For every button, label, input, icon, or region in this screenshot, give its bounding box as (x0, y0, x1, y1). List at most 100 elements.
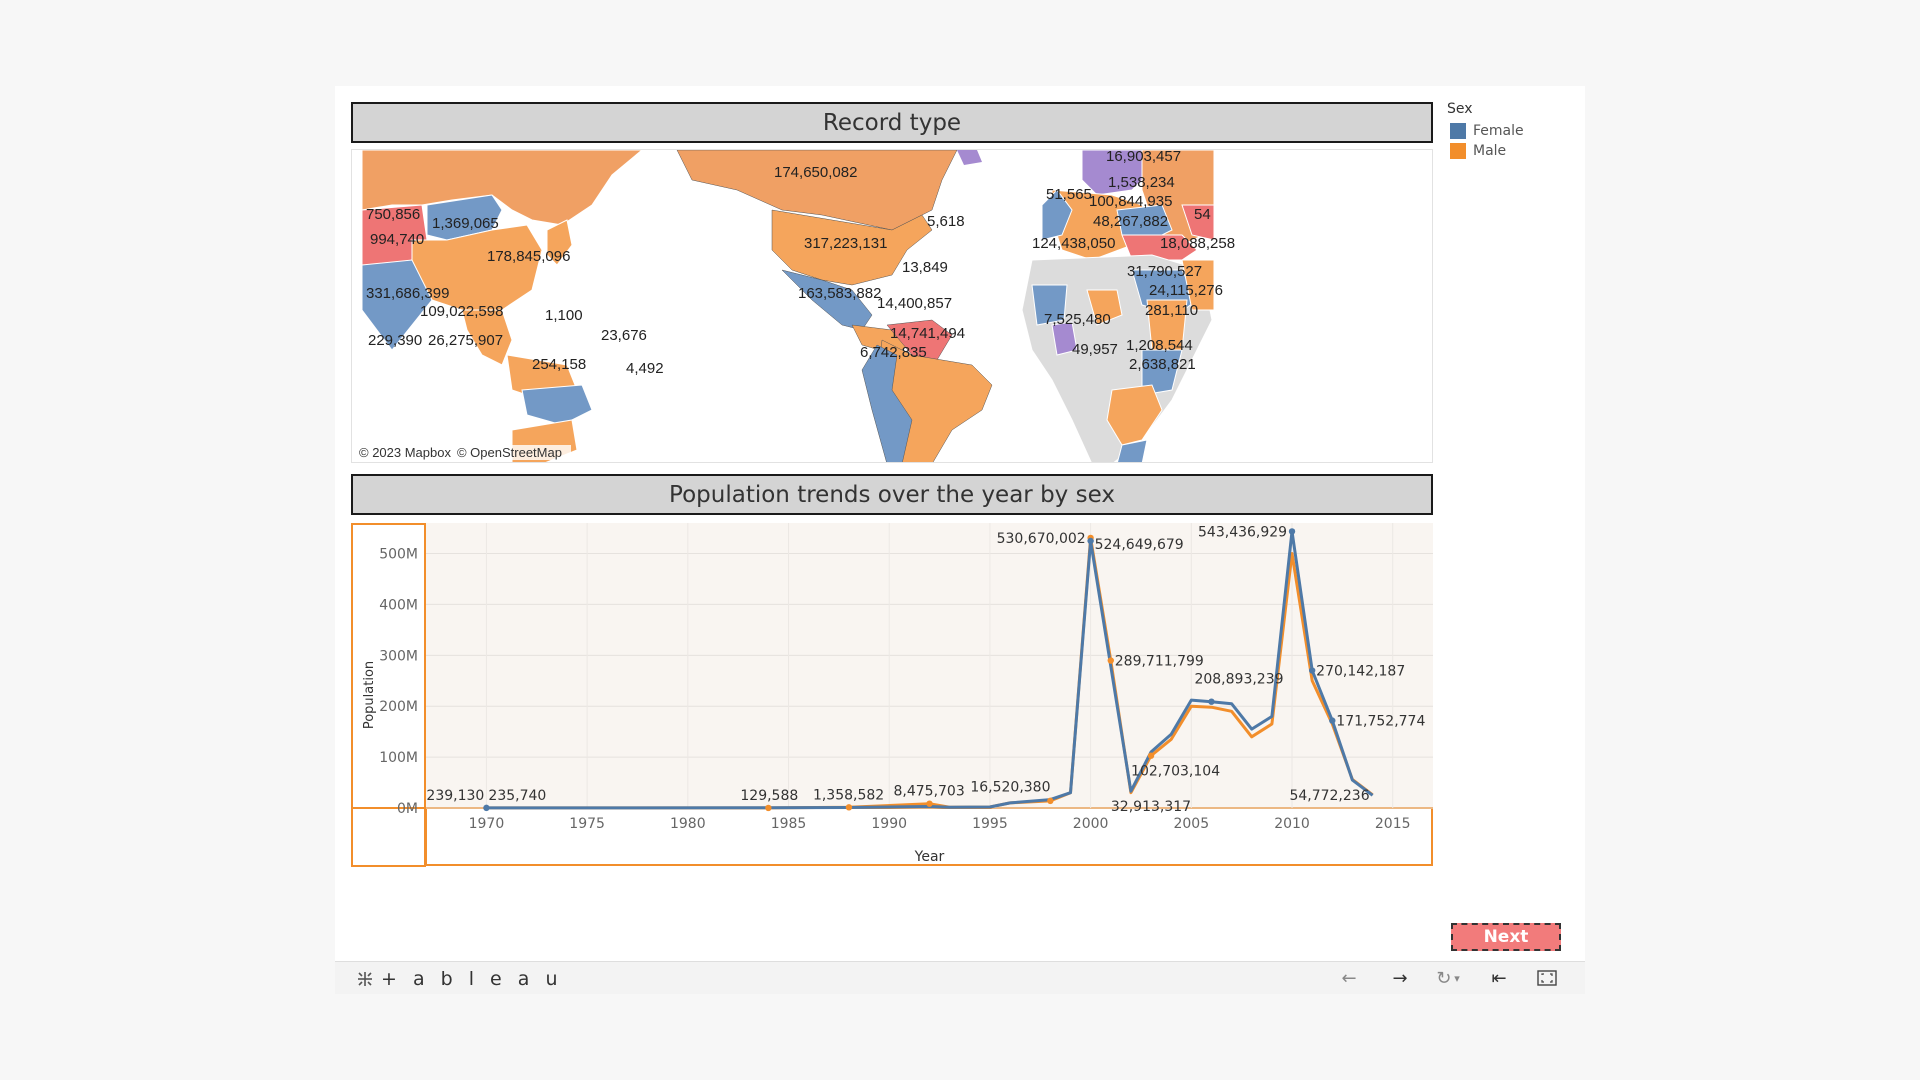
redo-icon[interactable]: → (1392, 967, 1408, 989)
x-tick-label: 1985 (771, 816, 807, 832)
tableau-brand: + a b l e a u (381, 968, 563, 990)
legend-label-male: Male (1473, 143, 1507, 159)
map-value-label: 31,790,527 (1127, 263, 1203, 280)
y-tick-label: 500M (379, 547, 418, 563)
data-point-female (1329, 717, 1336, 724)
data-label: 129,588 (740, 788, 798, 804)
data-label: 239,130 (426, 788, 484, 804)
tableau-toolbar: + a b l e a u ← → ↻ ▾ ⇤ (335, 961, 1585, 994)
map-shapes (352, 150, 1432, 463)
data-point-female (1087, 537, 1094, 545)
legend-label-female: Female (1473, 123, 1524, 139)
map-value-label: 7,525,480 (1044, 311, 1111, 328)
map-value-label: 1,538,234 (1108, 174, 1175, 191)
data-label: 16,520,380 (970, 780, 1050, 796)
mapbox-attribution[interactable]: © 2023 Mapbox (359, 445, 451, 460)
data-point-female (1288, 528, 1296, 535)
gulf-guinea-region[interactable] (1051, 321, 1078, 356)
south-africa-region[interactable] (1117, 439, 1148, 463)
map-value-label: 254,158 (532, 356, 587, 373)
scandinavia-region[interactable] (1081, 150, 1148, 196)
y-tick-label: 100M (379, 750, 418, 766)
map-attribution[interactable]: © 2023 Mapbox © OpenStreetMap (356, 445, 571, 460)
data-point-male (1107, 657, 1114, 664)
next-button[interactable]: Next (1451, 923, 1561, 951)
line-chart[interactable]: 0M 100M 200M 300M 400M 500M 1970 1975 1980 1985 19… (351, 523, 1433, 943)
map-value-label: 229,390 (368, 332, 423, 349)
map-value-label: 163,583,882 (798, 285, 882, 302)
venezuela-region[interactable] (886, 319, 953, 361)
arctic-region[interactable] (957, 150, 982, 165)
map-value-label: 174,650,082 (774, 164, 858, 181)
data-label: 208,893,239 (1194, 672, 1283, 688)
dashboard: Record type (335, 86, 1585, 993)
se-asia-region[interactable] (461, 309, 513, 366)
osm-attribution[interactable]: © OpenStreetMap (456, 445, 562, 460)
map-value-label: 51,565 (1046, 186, 1092, 203)
data-point-male (1147, 752, 1155, 759)
data-label: 524,649,679 (1095, 537, 1184, 553)
sex-legend: Sex Female Male (1447, 101, 1577, 163)
revert-icon[interactable]: ↻ ▾ (1436, 967, 1460, 989)
legend-item-male[interactable]: Male (1450, 143, 1577, 159)
central-africa-region[interactable] (1141, 349, 1183, 396)
north-africa-region[interactable] (1086, 289, 1123, 326)
x-tick-label: 1970 (469, 816, 505, 832)
western-europe-region[interactable] (1041, 189, 1073, 241)
map-value-label: 54 (1194, 206, 1211, 223)
legend-item-female[interactable]: Female (1450, 123, 1577, 139)
series-line-female (486, 529, 1374, 810)
map-value-label: 24,115,276 (1149, 282, 1223, 299)
fullscreen-frame (1537, 970, 1557, 986)
world-map[interactable]: 750,856 1,369,065 994,740 178,845,096 33… (351, 149, 1433, 463)
map-value-label: 109,022,598 (420, 303, 504, 320)
x-tick-label: 1975 (569, 816, 605, 832)
data-label: 54,772,236 (1289, 788, 1369, 804)
map-value-label: 1,208,544 (1126, 337, 1193, 354)
russia-region[interactable] (361, 150, 643, 226)
data-point-female (1208, 698, 1215, 705)
map-value-label: 26,275,907 (428, 332, 504, 349)
y-tick-label: 0M (397, 801, 418, 817)
data-label: 530,670,002 (997, 531, 1086, 547)
legend-title: Sex (1447, 101, 1473, 117)
x-tick-label: 2010 (1274, 816, 1310, 832)
x-tick-label: 1995 (972, 816, 1008, 832)
data-label: 8,475,703 (894, 784, 965, 800)
x-tick-label: 2015 (1375, 816, 1411, 832)
mexico-region[interactable] (781, 269, 873, 331)
x-tick-label: 1990 (871, 816, 907, 832)
arabia-region[interactable] (1181, 259, 1215, 311)
west-africa-region[interactable] (1031, 284, 1068, 326)
japan-region[interactable] (546, 219, 573, 266)
map-value-label: 100,844,935 (1089, 193, 1173, 210)
map-value-label: 5,618 (927, 213, 965, 230)
undo-icon[interactable]: ← (1341, 967, 1357, 989)
map-value-label: 331,686,399 (366, 285, 450, 302)
caucasus-region[interactable] (1181, 204, 1215, 241)
australia-north-region[interactable] (521, 384, 593, 426)
map-value-label: 281,110 (1145, 302, 1199, 319)
usa-region[interactable] (771, 209, 933, 286)
reset-icon[interactable]: ⇤ (1491, 967, 1507, 989)
fullscreen-icon[interactable] (1536, 967, 1558, 989)
india-region[interactable] (361, 259, 433, 351)
data-label: 171,752,774 (1336, 714, 1425, 730)
map-value-label: 2,638,821 (1129, 356, 1196, 373)
x-tick-label: 2005 (1173, 816, 1209, 832)
data-point-female (1308, 667, 1316, 674)
data-label: 32,913,317 (1111, 799, 1191, 815)
plot-area (426, 523, 1433, 808)
chevron-down-icon[interactable]: ▾ (1454, 971, 1460, 985)
tableau-logo[interactable]: + a b l e a u (355, 968, 563, 990)
andes-region[interactable] (861, 344, 913, 463)
map-value-label: 750,856 (366, 206, 421, 223)
data-point-male (926, 800, 933, 807)
map-value-label: 48,267,882 (1093, 213, 1169, 230)
y-tick-label: 400M (379, 597, 418, 613)
map-value-label: 994,740 (370, 231, 425, 248)
map-value-label: 16,903,457 (1106, 149, 1182, 165)
southern-africa-region[interactable] (1106, 384, 1163, 446)
legend-swatch-female (1450, 123, 1466, 139)
map-value-label: 14,400,857 (877, 295, 953, 312)
